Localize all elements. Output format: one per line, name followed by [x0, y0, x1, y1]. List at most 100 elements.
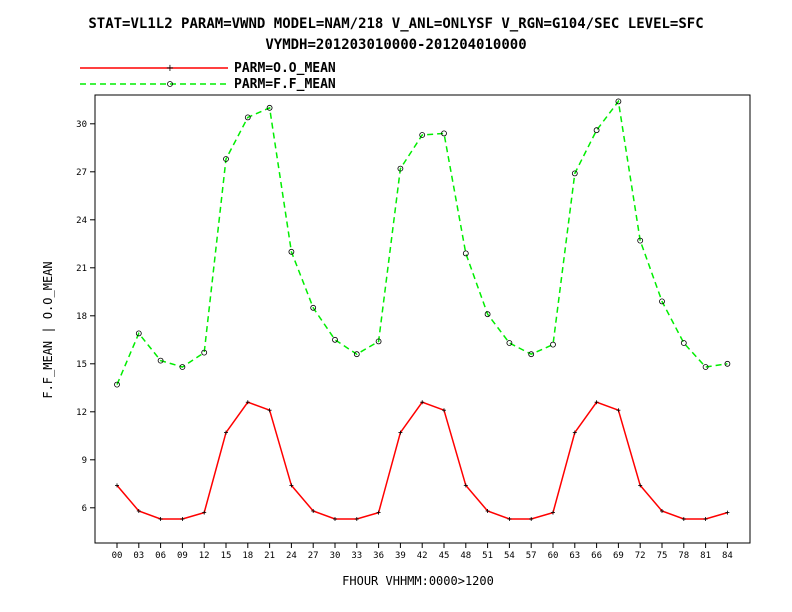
- x-tick-label: 33: [351, 551, 362, 561]
- x-tick-label: 42: [417, 551, 428, 561]
- data-point: [528, 351, 535, 358]
- data-point: [529, 517, 534, 521]
- x-axis: 00 03 06 09 12 15 18 21 24 27 30 33 36 39 42 45 48 51 54 57…: [112, 543, 733, 561]
- series-line-obs: [116, 401, 728, 520]
- series-line-fcst: [116, 99, 728, 385]
- data-point: [572, 430, 577, 435]
- data-point: [244, 114, 251, 121]
- x-tick-label: 39: [395, 551, 406, 561]
- x-tick-label: 84: [722, 551, 733, 561]
- data-point: [593, 127, 600, 134]
- legend-marker-fcst: [167, 81, 173, 87]
- data-point: [703, 517, 708, 521]
- data-point: [310, 304, 317, 311]
- data-point: [571, 170, 578, 177]
- y-tick-label: 24: [76, 216, 87, 226]
- data-point: [680, 340, 687, 346]
- data-point: [615, 98, 622, 105]
- data-point: [398, 430, 403, 435]
- data-point: [136, 509, 141, 513]
- y-tick-label: 30: [76, 120, 87, 130]
- data-point: [376, 510, 381, 515]
- data-point: [420, 400, 425, 405]
- plot-frame: [94, 94, 751, 544]
- data-point: [289, 483, 294, 488]
- chart-subtitle: VYMDH=201203010000-201204010000: [265, 37, 526, 53]
- data-point: [637, 237, 644, 244]
- data-point: [180, 517, 185, 521]
- x-tick-label: 36: [373, 551, 384, 561]
- data-point: [616, 408, 621, 413]
- data-point: [158, 517, 163, 521]
- x-tick-label: 30: [330, 551, 341, 561]
- x-tick-label: 60: [548, 551, 559, 561]
- data-point: [638, 483, 643, 488]
- y-tick-label: 9: [82, 456, 87, 466]
- x-axis-label: FHOUR VHHMM:0000>1200: [342, 574, 494, 588]
- data-point: [441, 130, 447, 137]
- data-point: [135, 330, 142, 337]
- x-tick-label: 06: [155, 551, 166, 561]
- data-point: [332, 336, 338, 343]
- data-point: [725, 510, 730, 515]
- data-point: [724, 360, 731, 367]
- data-point: [507, 517, 512, 521]
- data-point: [223, 156, 229, 162]
- data-point: [311, 509, 316, 513]
- data-point: [397, 165, 404, 172]
- data-point: [442, 408, 446, 413]
- data-point: [594, 400, 599, 405]
- data-point: [179, 364, 186, 370]
- data-point: [484, 311, 491, 318]
- data-point: [551, 510, 555, 515]
- data-point: [681, 517, 686, 521]
- x-tick-label: 00: [112, 551, 123, 561]
- x-tick-label: 78: [678, 551, 689, 561]
- x-tick-label: 24: [286, 551, 297, 561]
- y-axis-label: F.F_MEAN | O.O_MEAN: [41, 261, 55, 398]
- data-point: [702, 364, 709, 370]
- x-tick-label: 51: [482, 551, 493, 561]
- y-axis: 6 9 12 15 18 21 24 27 30: [76, 120, 95, 514]
- x-tick-label: 57: [526, 551, 537, 561]
- y-tick-label: 18: [76, 312, 87, 322]
- data-point: [267, 408, 272, 413]
- x-tick-label: 27: [308, 551, 319, 561]
- data-point: [375, 338, 382, 345]
- data-point: [115, 483, 119, 488]
- y-tick-label: 15: [76, 360, 87, 370]
- x-tick-label: 69: [613, 551, 624, 561]
- data-point: [202, 510, 207, 515]
- data-point: [485, 509, 490, 513]
- y-tick-label: 27: [76, 168, 87, 178]
- data-point: [659, 298, 665, 305]
- data-point: [266, 104, 273, 111]
- data-point: [506, 340, 513, 346]
- x-tick-label: 48: [460, 551, 471, 561]
- x-tick-label: 72: [635, 551, 646, 561]
- legend-label-obs: PARM=O.O_MEAN: [234, 61, 336, 76]
- x-tick-label: 12: [199, 551, 210, 561]
- data-point: [114, 381, 120, 388]
- x-tick-label: 03: [133, 551, 144, 561]
- data-point: [660, 509, 664, 513]
- x-tick-label: 18: [242, 551, 253, 561]
- x-tick-label: 75: [657, 551, 668, 561]
- x-tick-label: 54: [504, 551, 515, 561]
- x-tick-label: 66: [591, 551, 602, 561]
- y-tick-label: 12: [76, 408, 87, 418]
- data-point: [157, 357, 164, 364]
- x-tick-label: 09: [177, 551, 188, 561]
- data-point: [245, 400, 250, 405]
- data-point: [288, 248, 295, 255]
- data-point: [224, 430, 228, 435]
- legend: + PARM=O.O_MEAN PARM=F.F_MEAN: [80, 61, 336, 92]
- plot-area: [114, 98, 731, 521]
- x-tick-label: 45: [439, 551, 450, 561]
- data-point: [463, 483, 468, 488]
- chart-title: STAT=VL1L2 PARAM=VWND MODEL=NAM/218 V_AN…: [88, 16, 703, 32]
- y-tick-label: 21: [76, 264, 87, 274]
- data-point: [201, 349, 208, 356]
- data-point: [419, 132, 426, 138]
